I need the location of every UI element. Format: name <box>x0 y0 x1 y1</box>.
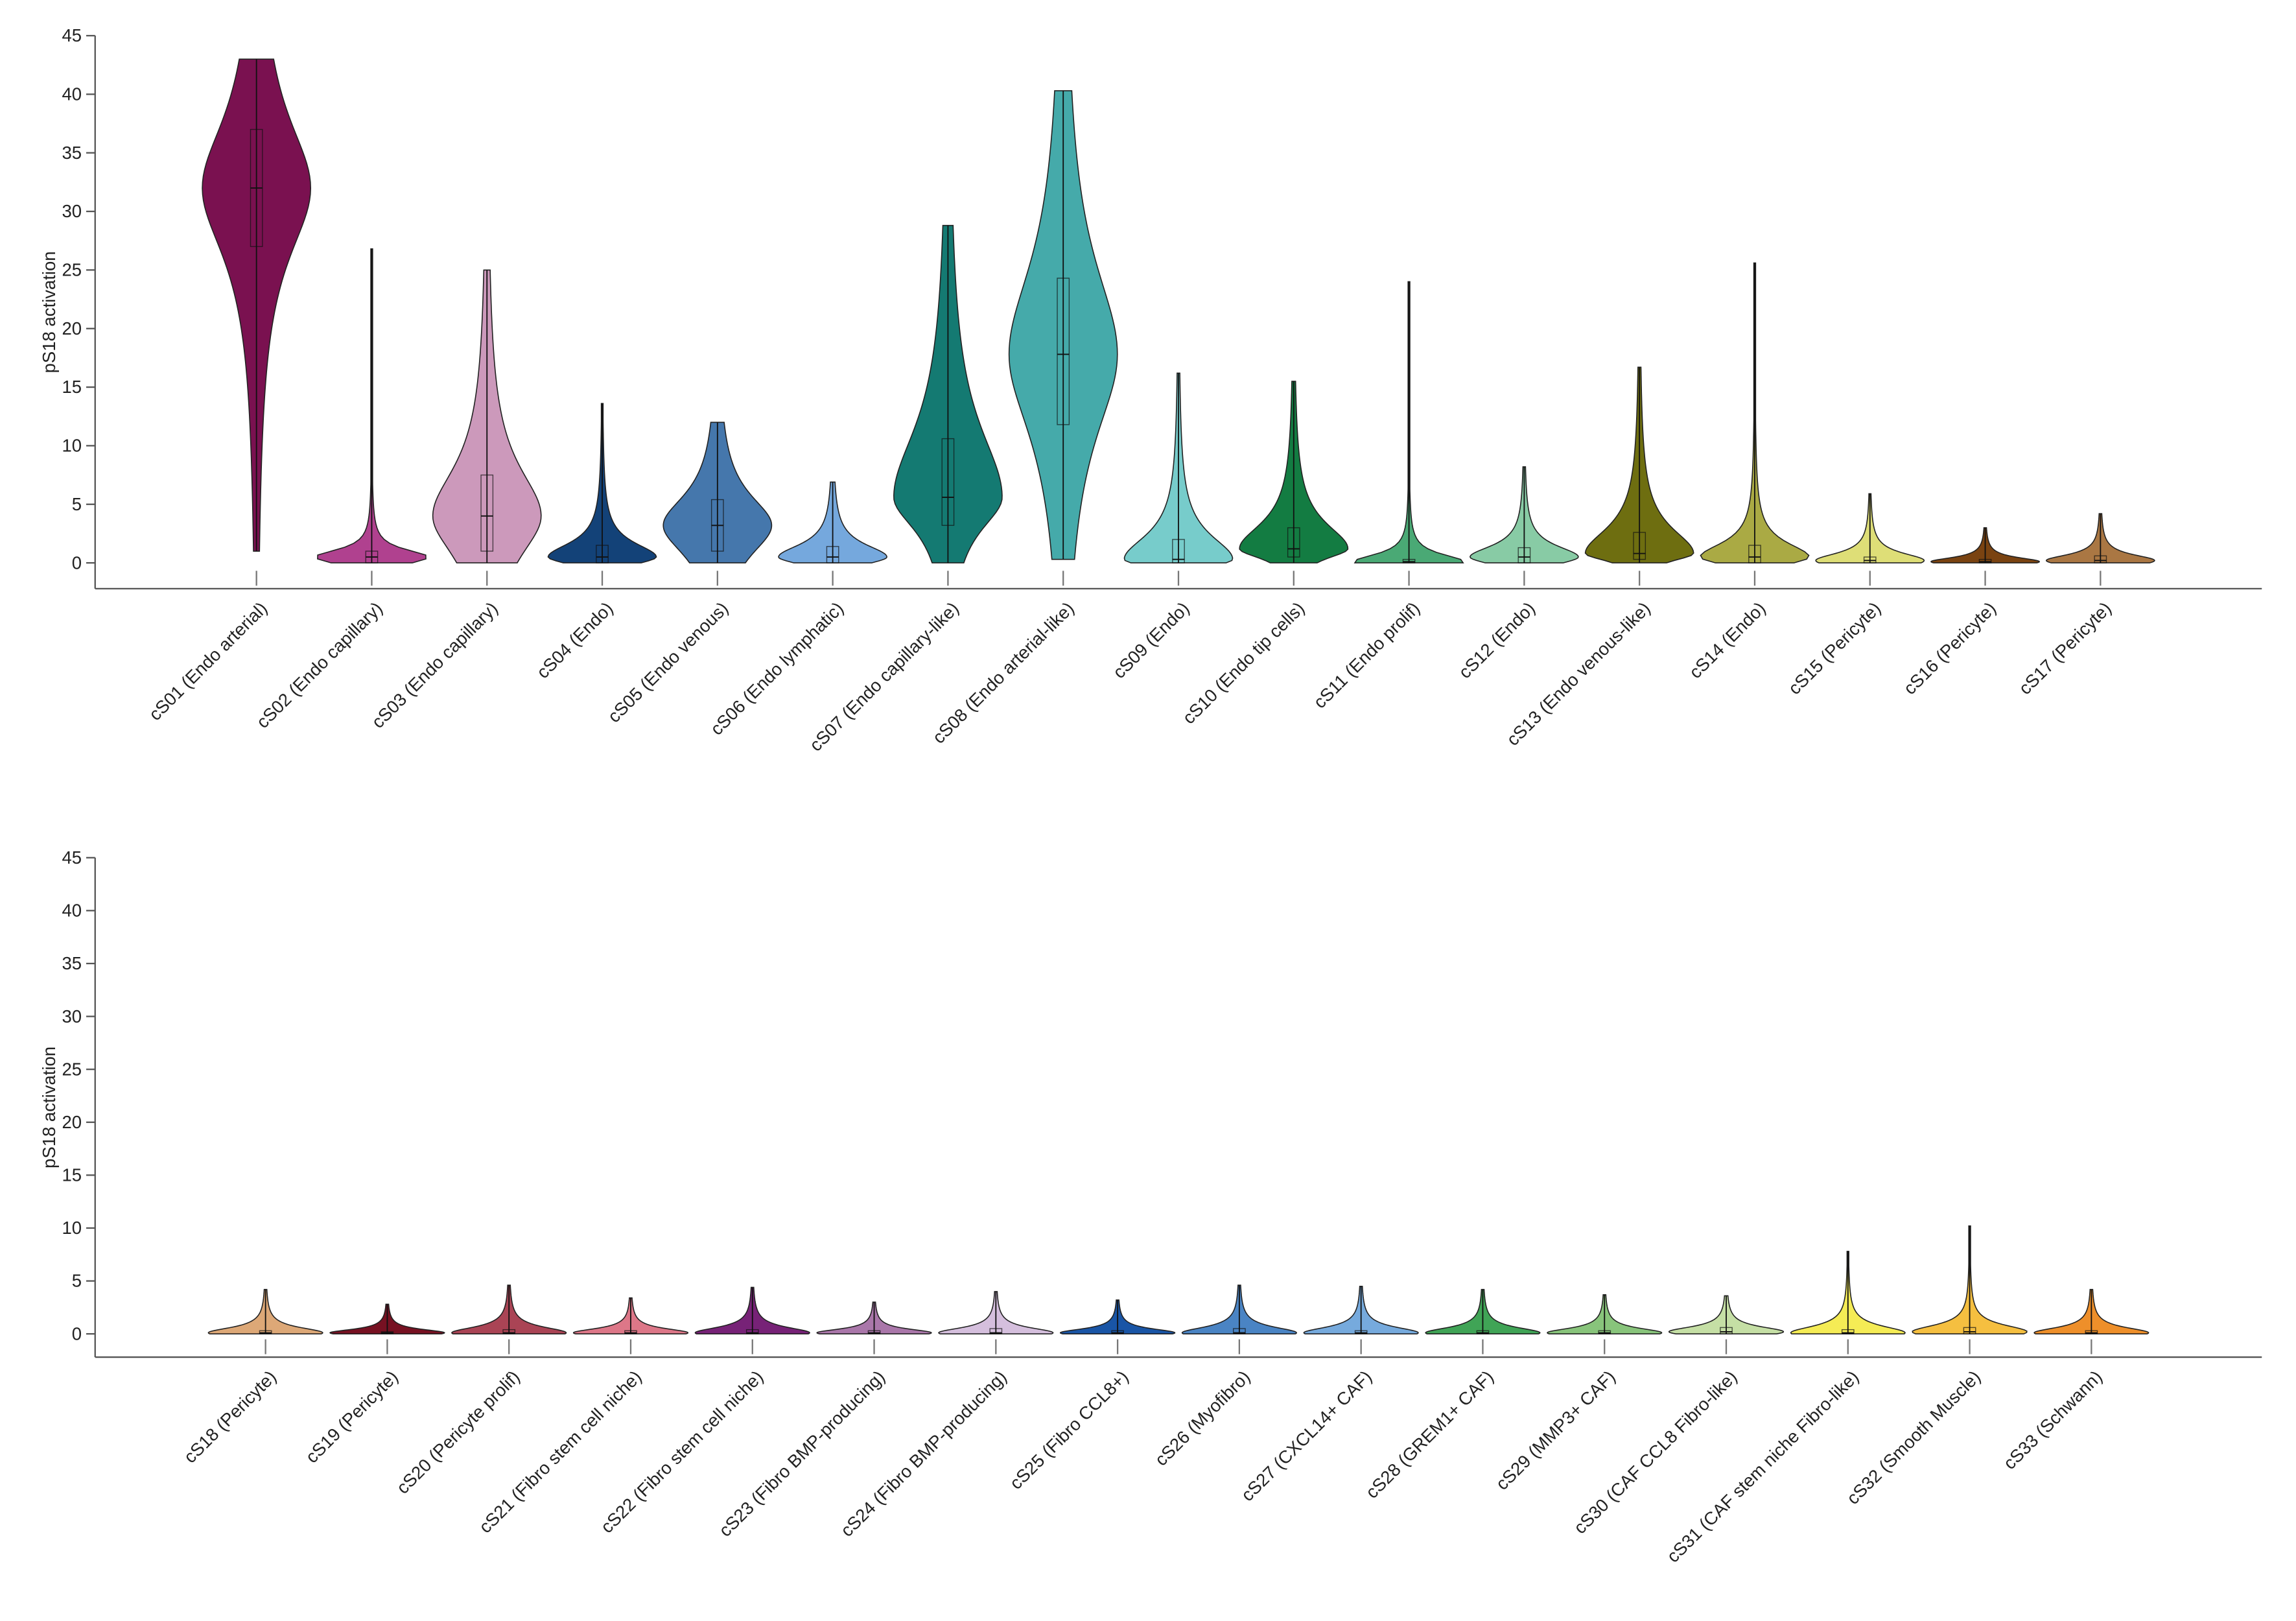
box <box>989 1328 1003 1334</box>
x-tick-label: cS32 (Smooth Muscle) <box>1843 1366 1985 1508</box>
x-tick-label: cS12 (Endo) <box>1455 598 1539 682</box>
y-tick-label: 5 <box>72 1271 82 1291</box>
x-tick-label: cS14 (Endo) <box>1685 598 1770 682</box>
y-tick-label: 0 <box>72 1323 82 1343</box>
y-tick-label: 45 <box>62 25 82 45</box>
box <box>596 545 609 563</box>
x-tick-label: cS10 (Endo tip cells) <box>1178 598 1308 728</box>
x-tick-label: cS25 (Fibro CCL8+) <box>1005 1366 1132 1493</box>
y-tick-label: 25 <box>62 1059 82 1079</box>
x-tick-label: cS15 (Pericyte) <box>1784 598 1884 698</box>
y-tick-label: 10 <box>62 1218 82 1238</box>
x-tick-label: cS06 (Endo lymphatic) <box>707 598 848 739</box>
y-tick-label: 0 <box>72 552 82 573</box>
box <box>941 438 955 526</box>
y-tick-label: 5 <box>72 494 82 514</box>
y-tick-label: 25 <box>62 260 82 280</box>
y-tick-label: 35 <box>62 953 82 973</box>
box <box>480 474 494 552</box>
y-tick-label: 15 <box>62 377 82 397</box>
x-tick-label: cS05 (Endo venous) <box>603 598 732 726</box>
y-axis-label: pS18 activation <box>39 1047 59 1168</box>
y-tick-label: 45 <box>62 847 82 868</box>
x-tick-label: cS09 (Endo) <box>1109 598 1193 682</box>
box <box>1172 539 1185 563</box>
x-tick-label: cS26 (Myofibro) <box>1151 1366 1254 1469</box>
y-tick-label: 30 <box>62 1006 82 1026</box>
x-tick-label: cS01 (Endo arterial) <box>145 598 271 724</box>
box <box>1057 278 1070 425</box>
box <box>745 1329 759 1334</box>
x-tick-label: cS28 (GREM1+ CAF) <box>1362 1366 1497 1502</box>
box <box>2094 555 2107 563</box>
x-tick-label: cS02 (Endo capillary) <box>252 598 386 732</box>
x-tick-label: cS17 (Pericyte) <box>2015 598 2115 698</box>
box <box>1233 1328 1246 1334</box>
box <box>1963 1327 1976 1334</box>
x-tick-label: cS03 (Endo capillary) <box>368 598 502 732</box>
x-tick-label: cS18 (Pericyte) <box>180 1366 280 1467</box>
box <box>1841 1329 1855 1334</box>
x-tick-label: cS29 (MMP3+ CAF) <box>1492 1366 1619 1493</box>
y-tick-label: 10 <box>62 436 82 456</box>
box <box>1720 1327 1733 1334</box>
x-tick-label: cS27 (CXCL14+ CAF) <box>1237 1366 1376 1505</box>
x-tick-label: cS31 (CAF stem niche Fibro-like) <box>1663 1366 1862 1566</box>
x-tick-label: cS33 (Schwann) <box>1999 1366 2106 1473</box>
y-axis-label: pS18 activation <box>39 251 59 373</box>
box <box>1748 545 1761 563</box>
y-tick-label: 20 <box>62 1112 82 1132</box>
box <box>826 546 839 563</box>
y-tick-label: 30 <box>62 201 82 221</box>
x-tick-label: cS20 (Pericyte prolif) <box>392 1366 523 1497</box>
y-tick-label: 15 <box>62 1165 82 1185</box>
x-tick-label: cS11 (Endo prolif) <box>1309 598 1423 712</box>
y-tick-label: 40 <box>62 84 82 104</box>
y-tick-label: 40 <box>62 901 82 921</box>
x-tick-label: cS16 (Pericyte) <box>1899 598 2000 698</box>
y-tick-label: 20 <box>62 318 82 338</box>
y-tick-label: 35 <box>62 143 82 163</box>
box <box>1517 547 1531 563</box>
x-tick-label: cS04 (Endo) <box>533 598 617 682</box>
box <box>1287 527 1300 558</box>
box <box>502 1329 516 1334</box>
box <box>1633 532 1646 560</box>
x-tick-label: cS19 (Pericyte) <box>301 1366 402 1467</box>
